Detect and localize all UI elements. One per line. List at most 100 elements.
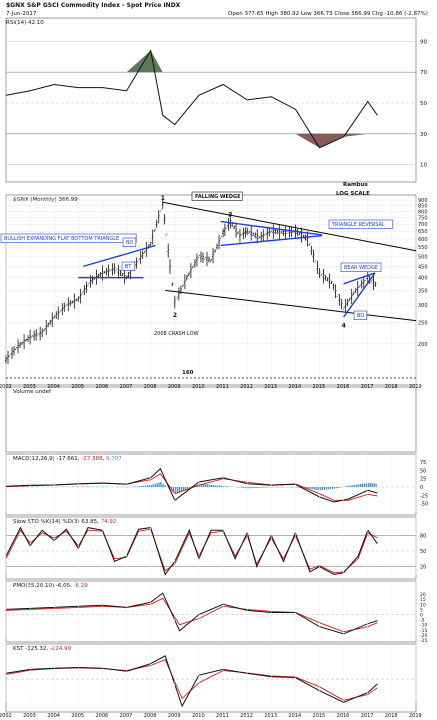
pmo-tick-label: 0 <box>420 613 423 619</box>
sto-tick-label: 80 <box>420 533 426 539</box>
macd-hist-bar <box>327 487 330 490</box>
price-x-tick: 2019 <box>409 384 422 390</box>
macd-hist-bar <box>140 485 142 487</box>
rsi-oversold-fill <box>6 133 378 148</box>
bottom-x-tick: 2005 <box>71 713 84 719</box>
macd-label: MACD(12,26,9) -17.661, -27.388, 9.707 <box>13 456 122 462</box>
macd-hist-bar <box>373 483 375 487</box>
price-x-tick: 2016 <box>337 384 350 390</box>
price-tick-label: 700 <box>418 222 428 228</box>
macd-hist-bar <box>323 487 325 490</box>
bottom-x-tick: 2013 <box>264 713 277 719</box>
pmo-tick-label: -5 <box>420 618 425 624</box>
bottom-x-tick: 2015 <box>313 713 326 719</box>
macd-hist-bar <box>350 485 352 487</box>
macd-hist-bar <box>178 487 181 492</box>
price-x-tick: 2002 <box>0 384 12 390</box>
macd-line <box>5 467 378 503</box>
pmo-tick-label: -10 <box>420 623 427 629</box>
rsi-tick-label: 70 <box>420 70 427 76</box>
macd-hist-bar <box>369 483 371 487</box>
volume-panel: Volume undef <box>13 389 52 395</box>
price-x-tick: 2003 <box>23 384 36 390</box>
bottom-x-tick: 2019 <box>409 713 422 719</box>
macd-hist-bar <box>162 483 164 487</box>
bottom-x-tick: 2012 <box>240 713 253 719</box>
pivot-label-3: 3 <box>228 211 232 218</box>
bottom-x-tick: 2002 <box>0 713 12 719</box>
backtest-label: BT <box>125 264 132 270</box>
price-tick-label: 350 <box>418 288 428 294</box>
macd-hist-bar <box>138 486 140 487</box>
macd-hist-bar <box>352 485 354 487</box>
price-tick-label: 450 <box>418 264 428 270</box>
price-tick-label: 400 <box>418 276 428 282</box>
crash-low-label: 2008 CRASH LOW <box>154 331 199 337</box>
macd-hist-bar <box>156 483 158 487</box>
rsi-label: RSI(14) 42.10 <box>6 20 44 26</box>
macd-hist-bar <box>358 484 360 487</box>
price-tick-label: 800 <box>418 209 428 215</box>
bear-wedge-lower <box>343 272 376 318</box>
macd-hist-bar <box>180 487 183 492</box>
pivot-label-1: 1 <box>161 195 165 202</box>
macd-hist-bar <box>217 485 219 487</box>
price-x-tick: 2014 <box>288 384 301 390</box>
breakout-label-2-box <box>353 310 368 320</box>
macd-hist-bar <box>247 487 249 489</box>
macd-hist-bar <box>239 487 241 488</box>
rsi-tick-label: 30 <box>420 132 427 138</box>
macd-tick-label: -50 <box>420 502 428 508</box>
macd-hist-bar <box>315 487 317 490</box>
macd-hist-bar <box>329 487 332 490</box>
macd-hist-bar <box>142 485 144 487</box>
macd-tick-label: 75 <box>420 460 426 466</box>
price-tick-label: 500 <box>418 254 428 260</box>
macd-tick-label: 50 <box>420 468 426 474</box>
price-tick-label: 900 <box>418 198 428 204</box>
macd-hist-bar <box>148 485 150 487</box>
kst-line <box>5 655 378 708</box>
macd-hist-bar <box>150 485 153 487</box>
macd-hist-bar <box>186 487 189 489</box>
macd-hist-bar <box>146 485 148 487</box>
price-tick-label: 550 <box>418 245 428 251</box>
reversal-upper-line <box>220 220 323 236</box>
macd-tick-label: 25 <box>420 477 426 483</box>
macd-hist-bar <box>223 486 225 487</box>
breakout-label-1-box <box>122 237 137 247</box>
panel-frame <box>5 580 417 643</box>
kst-signal-line <box>5 659 378 701</box>
watermark-rambus: Rambus <box>343 182 369 188</box>
falling-wedge-label: FALLING WEDGE <box>195 194 241 200</box>
macd-hist-bar <box>182 487 185 491</box>
macd-hist-bar <box>152 484 154 487</box>
macd-hist-bar <box>365 483 368 487</box>
macd-hist-bar <box>200 483 203 487</box>
pmo-tick-label: -15 <box>420 628 427 634</box>
macd-hist-bar <box>346 486 348 487</box>
macd-hist-bar <box>188 487 191 488</box>
bottom-x-tick: 2011 <box>216 713 229 719</box>
macd-hist-bar <box>160 482 162 487</box>
breakout-label-1: BO <box>126 240 133 246</box>
panel-frame <box>5 643 417 713</box>
bottom-x-tick: 2017 <box>361 713 374 719</box>
x-axes: 2002 2003 2004 2005 2006 2007 2008 2009 2010 2011… <box>0 454 422 719</box>
price-tick-label: 850 <box>418 204 428 210</box>
macd-hist-bar <box>253 487 255 489</box>
macd-hist-bar <box>367 483 370 487</box>
price-x-tick: 2008 <box>144 384 157 390</box>
macd-tick-label: -25 <box>420 493 428 499</box>
level-label: 160 <box>182 370 194 376</box>
pmo-signal-line <box>5 597 378 633</box>
pmo-tick-label: -20 <box>420 633 427 639</box>
bear-wedge-upper <box>343 272 376 285</box>
pmo-tick-label: 20 <box>420 592 426 598</box>
price-x-tick: 2013 <box>264 384 277 390</box>
price-tick-label: 600 <box>418 237 428 243</box>
macd-hist-bar <box>313 487 315 490</box>
macd-hist-bar <box>255 487 257 488</box>
price-x-tick: 2010 <box>192 384 205 390</box>
